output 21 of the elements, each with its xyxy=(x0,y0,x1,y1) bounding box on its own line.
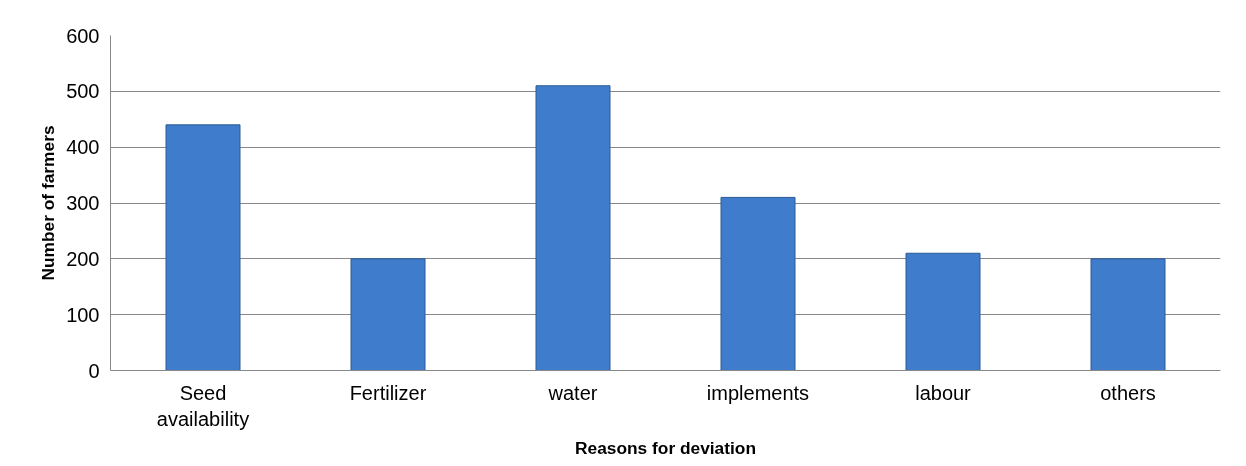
bar xyxy=(1090,258,1166,371)
x-tick-label: implements xyxy=(706,381,810,404)
y-tick-label: 100 xyxy=(66,303,100,326)
y-axis-title: Number of farmers xyxy=(38,125,59,281)
x-axis-title: Reasons for deviation xyxy=(574,437,757,458)
x-tick-label: Fertilizer xyxy=(349,381,427,404)
y-tick-label: 300 xyxy=(66,192,100,214)
bar xyxy=(720,196,796,371)
y-tick-label: 600 xyxy=(66,24,100,47)
y-tick-label: 500 xyxy=(66,80,100,103)
x-tick-label: Seed availability xyxy=(156,381,250,430)
bar xyxy=(535,85,611,371)
bar xyxy=(350,258,426,371)
x-tick-label: others xyxy=(1100,381,1156,404)
y-tick-label: 200 xyxy=(66,247,100,270)
y-tick-label: 0 xyxy=(88,359,100,382)
bar xyxy=(165,124,241,371)
y-tick-label: 400 xyxy=(66,136,100,159)
bar xyxy=(905,252,981,371)
x-tick-label: water xyxy=(547,381,598,404)
x-tick-label: labour xyxy=(915,381,972,404)
